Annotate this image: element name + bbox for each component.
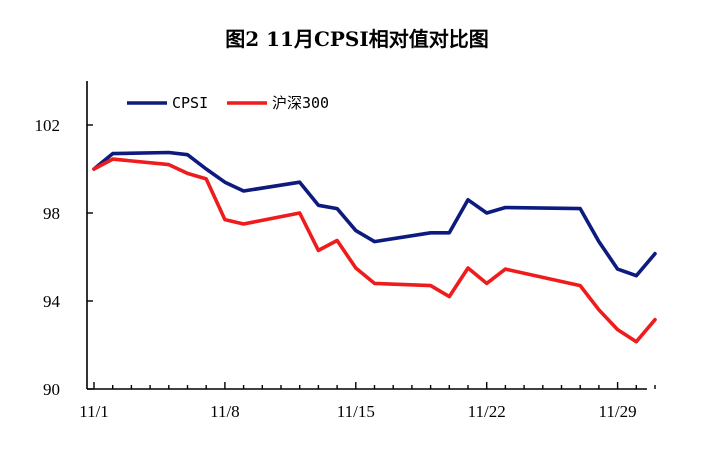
data-point	[485, 212, 488, 214]
data-point	[504, 206, 507, 209]
data-point	[224, 181, 226, 183]
x-tick-label: 11/1	[79, 402, 109, 421]
y-tick-label: 90	[43, 380, 60, 399]
data-point	[598, 240, 600, 243]
data-point	[242, 223, 245, 225]
data-point	[467, 267, 469, 269]
data-point	[485, 282, 488, 285]
data-point	[654, 252, 656, 255]
data-point	[616, 328, 619, 331]
data-point	[448, 295, 451, 298]
x-tick-label: 11/8	[210, 402, 240, 421]
data-point	[336, 207, 338, 210]
data-point	[336, 239, 338, 242]
x-tick-label: 11/15	[337, 402, 375, 421]
chart-legend: CPSI 沪深300	[127, 94, 329, 112]
data-point	[635, 340, 638, 343]
data-point	[504, 268, 507, 270]
y-tick-label: 98	[43, 204, 60, 223]
data-point	[429, 232, 432, 234]
data-point	[186, 172, 189, 175]
data-point	[579, 207, 581, 210]
data-point	[205, 178, 207, 180]
data-point	[317, 249, 320, 252]
series-line-1	[92, 157, 657, 344]
x-tick-label: 11/22	[468, 402, 506, 421]
y-axis-ticks: 90 94 98 102	[35, 116, 93, 399]
data-point	[355, 267, 357, 269]
x-tick-label: 11/29	[599, 402, 637, 421]
data-point	[205, 168, 207, 170]
data-point	[111, 158, 114, 160]
data-point	[168, 163, 170, 166]
data-point	[654, 318, 656, 321]
data-point	[579, 284, 581, 287]
data-point	[317, 204, 320, 207]
series-lines	[92, 150, 657, 344]
data-point	[373, 240, 376, 243]
data-point	[467, 199, 469, 201]
data-point	[186, 153, 189, 156]
series-line-0	[92, 150, 657, 278]
data-point	[224, 218, 226, 221]
data-point	[598, 309, 600, 311]
data-point	[93, 168, 95, 170]
chart-title: 图2 11月CPSI相对值对比图	[225, 27, 488, 51]
data-point	[616, 268, 619, 270]
legend-label: 沪深300	[272, 94, 329, 112]
x-axis-ticks: 11/1 11/8 11/15 11/22 11/29	[79, 382, 656, 421]
data-point	[168, 151, 170, 154]
data-point	[298, 181, 301, 183]
chart-axes	[86, 81, 647, 390]
data-point	[111, 152, 114, 155]
legend-label: CPSI	[172, 94, 208, 112]
data-point	[298, 212, 301, 214]
y-tick-label: 102	[35, 116, 61, 135]
data-point	[635, 274, 638, 277]
data-point	[355, 229, 357, 232]
data-point	[429, 284, 432, 287]
y-tick-label: 94	[43, 292, 61, 311]
data-point	[448, 232, 451, 234]
data-point	[373, 282, 376, 285]
data-point	[242, 190, 245, 192]
